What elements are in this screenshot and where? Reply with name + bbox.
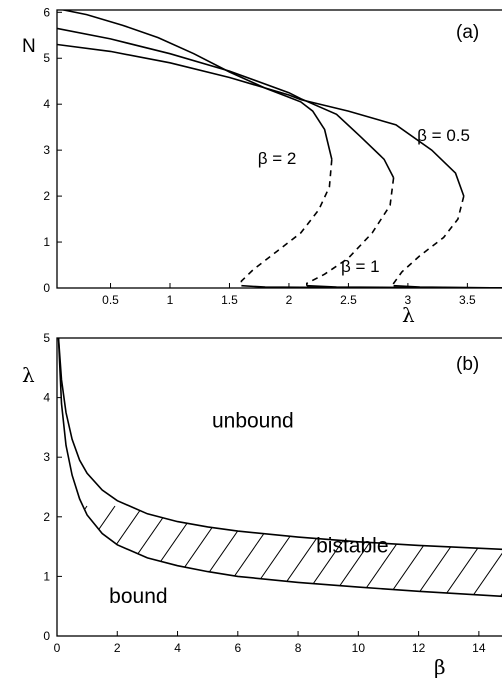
panel-b-xtick-label: 4 — [174, 641, 181, 655]
hatch-line — [360, 505, 452, 597]
panel-b-xlabel: β — [434, 655, 446, 679]
stable-branch-1 — [57, 27, 395, 179]
panel-a-label: (a) — [456, 22, 479, 43]
hatch-line — [164, 505, 256, 597]
panel-b-boundaries — [57, 338, 502, 598]
panel-a-ytick-label: 1 — [43, 235, 50, 249]
panel-b-ytick-label: 0 — [43, 629, 50, 643]
region-label-0: unbound — [212, 409, 294, 432]
hatch-line — [58, 505, 144, 597]
panel-a-xtick-label: 0.5 — [102, 293, 119, 307]
panel-b-ytick-label: 4 — [43, 391, 50, 405]
series-label-2: β = 0.5 — [417, 126, 470, 145]
hatch-line — [416, 505, 502, 597]
panel-a-xtick-label: 3 — [405, 293, 412, 307]
hatch-line — [58, 505, 116, 597]
hatch-line — [58, 505, 60, 597]
panel-b-ytick-label: 1 — [43, 569, 50, 583]
panel-a-ytick-label: 3 — [43, 143, 50, 157]
region-label-2: bound — [109, 585, 167, 608]
panel-b-xtick-label: 8 — [295, 641, 302, 655]
panel-b-region-labels: unbound bistable bound — [109, 409, 388, 608]
panel-a-xtick-label: 2 — [286, 293, 293, 307]
panel-a-ticks: 0.5 1 1.5 2 2.5 3 3.5 0 1 2 3 4 5 6 — [43, 5, 476, 307]
bistable-hatching — [0, 505, 502, 636]
unstable-branch-2 — [392, 195, 465, 286]
panel-a-ytick-label: 6 — [43, 5, 50, 19]
panel-b-ytick-label: 5 — [43, 331, 50, 345]
panel-a-xtick-label: 3.5 — [459, 293, 476, 307]
hatch-line — [220, 505, 312, 597]
hatch-line — [248, 505, 340, 597]
hatch-line — [388, 505, 480, 597]
panel-b-label: (b) — [456, 354, 479, 375]
panel-a-xtick-label: 1.5 — [221, 293, 238, 307]
panel-b-xtick-label: 12 — [412, 641, 426, 655]
hatch-line — [444, 505, 502, 597]
stable-branch-2 — [57, 43, 465, 197]
hatch-line — [0, 506, 31, 636]
stable-branch-0 — [59, 10, 333, 160]
panel-a-ylabel: N — [22, 36, 36, 57]
panel-b-ytick-label: 3 — [43, 450, 50, 464]
panel-a-frame — [56, 9, 502, 289]
series-label-1: β = 1 — [341, 257, 380, 276]
unstable-branch-1 — [306, 177, 395, 286]
panel-a-ytick-label: 0 — [43, 281, 50, 295]
hatch-line — [80, 505, 172, 597]
hatch-line — [276, 505, 368, 597]
panel-b-xtick-label: 14 — [472, 641, 486, 655]
hatch-line — [108, 505, 200, 597]
hatch-line — [332, 505, 424, 597]
panel-b-xtick-label: 10 — [352, 641, 366, 655]
panel-a-ytick-label: 5 — [43, 51, 50, 65]
panel-b-xtick-label: 2 — [114, 641, 121, 655]
panel-b-ytick-label: 2 — [43, 510, 50, 524]
series-label-0: β = 2 — [258, 149, 297, 168]
panel-a-annotations: β = 2 β = 1 β = 0.5 — [258, 126, 470, 276]
upper-boundary — [57, 338, 502, 551]
panel-a-ytick-label: 2 — [43, 189, 50, 203]
panel-b-ylabel: λ — [22, 363, 35, 387]
lower-boundary — [57, 338, 502, 598]
hatch-line — [0, 506, 3, 636]
hatch-line — [304, 505, 396, 597]
panel-a-xtick-label: 2.5 — [340, 293, 357, 307]
region-label-1: bistable — [316, 535, 388, 558]
panel-b-xtick-label: 0 — [54, 641, 61, 655]
panel-a-xlabel: λ — [402, 303, 415, 327]
panel-b-xtick-label: 6 — [234, 641, 241, 655]
hatch-line — [472, 505, 502, 597]
hatch-line — [136, 505, 228, 597]
panel-a-ytick-label: 4 — [43, 97, 50, 111]
unstable-branch-0 — [240, 159, 333, 286]
panel-b-frame — [56, 337, 502, 637]
panel-a-xtick-label: 1 — [167, 293, 174, 307]
